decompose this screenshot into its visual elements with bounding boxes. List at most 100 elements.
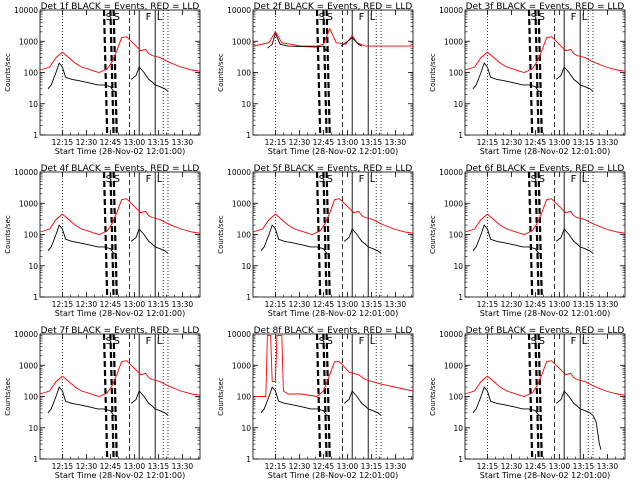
y-axis-label: Counts/sec — [4, 215, 12, 254]
lld-series-line — [253, 334, 414, 397]
thick-dashed-marker — [534, 171, 540, 298]
y-tick-label: 1000 — [444, 37, 463, 46]
x-axis-label: Start Time (28-Nov-02 12:01:00) — [55, 147, 185, 156]
y-tick-label: 100 — [237, 69, 252, 78]
thick-dashed-marker — [102, 333, 109, 460]
flare-marker-label: F — [146, 336, 152, 347]
events-series-line — [555, 390, 594, 416]
lld-series-line — [39, 360, 201, 397]
lld-series-line — [464, 36, 626, 73]
x-tick-label: 13:00 — [549, 462, 571, 471]
y-tick-label: 10 — [453, 100, 463, 109]
thick-dashed-marker — [109, 333, 115, 460]
y-tick-label: 10000 — [439, 6, 463, 15]
flare-marker-label: F — [359, 12, 365, 23]
x-tick-label: 13:00 — [337, 462, 359, 471]
y-tick-label: 1000 — [444, 199, 463, 208]
x-tick-label: 13:00 — [337, 138, 359, 147]
x-tick-label: 12:15 — [52, 462, 74, 471]
end-marker-label: L — [582, 12, 588, 23]
y-tick-label: 10000 — [14, 168, 38, 177]
x-tick-label: 12:30 — [289, 462, 311, 471]
x-tick-label: 12:45 — [313, 300, 335, 309]
x-tick-label: 12:15 — [477, 138, 499, 147]
x-tick-label: 13:15 — [361, 300, 383, 309]
y-tick-label: 10 — [28, 100, 38, 109]
thick-dashed-marker — [325, 171, 331, 298]
x-tick-label: 13:00 — [549, 300, 571, 309]
flare-marker-label: F — [571, 12, 577, 23]
start-marker-label: S — [531, 336, 537, 347]
thick-dashed-marker — [537, 333, 543, 460]
x-tick-label: 12:45 — [525, 138, 547, 147]
x-tick-label: 13:00 — [124, 462, 146, 471]
y-axis-label: Counts/sec — [4, 377, 12, 416]
y-tick-label: 100 — [24, 231, 39, 240]
start-marker-label: S — [106, 336, 112, 347]
y-tick-label: 10 — [28, 262, 38, 271]
x-axis-label: Start Time (28-Nov-02 12:01:00) — [480, 147, 610, 156]
x-tick-label: 12:30 — [76, 300, 98, 309]
x-tick-label: 13:30 — [172, 138, 194, 147]
panel-title: Det 9f BLACK = Events, RED = LLD — [466, 326, 625, 336]
y-tick-label: 10000 — [14, 330, 38, 339]
x-tick-label: 12:45 — [525, 462, 547, 471]
thick-dashed-marker — [527, 9, 534, 136]
end-marker-label: L — [370, 12, 376, 23]
start-marker-label: S — [539, 174, 545, 185]
thick-dashed-marker — [112, 171, 118, 298]
y-tick-label: 1 — [33, 455, 38, 464]
x-tick-label: 12:45 — [313, 138, 335, 147]
x-tick-label: 13:15 — [573, 138, 595, 147]
y-tick-label: 1 — [246, 293, 251, 302]
start-marker-label: S — [539, 12, 545, 23]
y-tick-label: 1 — [33, 293, 38, 302]
plot-frame — [252, 9, 414, 136]
x-tick-label: 12:45 — [100, 138, 122, 147]
y-axis-label: Counts/sec — [217, 377, 225, 416]
events-series-line — [130, 66, 169, 92]
y-axis-label: Counts/sec — [4, 53, 12, 92]
thick-dashed-marker — [322, 9, 328, 136]
x-tick-label: 13:15 — [148, 462, 170, 471]
flare-marker-label: F — [571, 336, 577, 347]
x-tick-label: 12:30 — [501, 462, 523, 471]
lld-series-line — [464, 360, 626, 397]
y-tick-label: 100 — [449, 231, 464, 240]
events-series-line — [340, 37, 363, 47]
x-tick-label: 12:15 — [477, 462, 499, 471]
thick-dashed-marker — [315, 9, 322, 136]
events-series-line — [343, 228, 382, 254]
events-series-line — [130, 390, 169, 416]
x-tick-label: 13:00 — [124, 138, 146, 147]
x-tick-label: 13:30 — [597, 138, 619, 147]
y-tick-label: 100 — [24, 69, 39, 78]
y-tick-label: 10000 — [14, 6, 38, 15]
y-tick-label: 100 — [449, 393, 464, 402]
x-tick-label: 13:30 — [597, 462, 619, 471]
y-tick-label: 1 — [33, 131, 38, 140]
start-marker-label: S — [114, 174, 120, 185]
x-tick-label: 12:30 — [289, 300, 311, 309]
events-series-line — [130, 228, 169, 254]
panel-title: Det 7f BLACK = Events, RED = LLD — [41, 326, 200, 336]
end-marker-label: L — [157, 174, 163, 185]
y-axis-label: Counts/sec — [217, 53, 225, 92]
end-marker-label: L — [582, 336, 588, 347]
y-axis-label: Counts/sec — [217, 215, 225, 254]
y-tick-label: 1 — [458, 293, 463, 302]
thick-dashed-marker — [109, 9, 115, 136]
y-tick-label: 100 — [237, 231, 252, 240]
x-axis-label: Start Time (28-Nov-02 12:01:00) — [480, 471, 610, 480]
end-marker-label: L — [370, 174, 376, 185]
x-tick-label: 13:15 — [361, 138, 383, 147]
x-tick-label: 13:15 — [148, 300, 170, 309]
events-series-line — [555, 66, 594, 92]
y-tick-label: 10 — [241, 424, 251, 433]
y-tick-label: 10 — [453, 424, 463, 433]
